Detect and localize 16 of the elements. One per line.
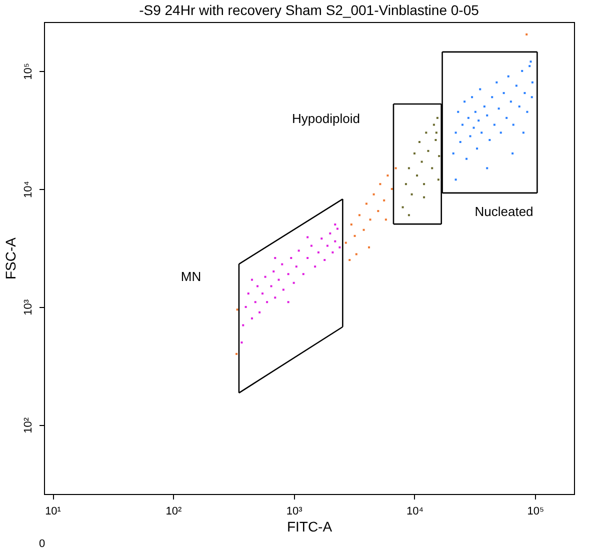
x-tick-label: 10³ (286, 506, 303, 518)
annotation: Nucleated (474, 204, 534, 219)
y-tick-label: 10⁴ (22, 180, 34, 198)
y-axis-title: FSC-A (2, 236, 18, 280)
chart-title: -S9 24Hr with recovery Sham S2_001-Vinblastine 0-05 (139, 2, 480, 18)
annotation: Hypodiploid (292, 111, 360, 126)
x-tick-label: 10⁵ (527, 506, 544, 518)
text: 0 (38, 538, 46, 550)
y-tick-label: 10⁵ (22, 63, 34, 80)
y-tick-label: 10³ (22, 299, 34, 316)
x-tick-label: 10¹ (45, 506, 62, 518)
y-tick-label: 10² (22, 417, 34, 434)
x-tick-label: 10⁴ (406, 506, 424, 518)
x-axis-title: FITC-A (286, 518, 333, 534)
x-tick-label: 10² (166, 506, 182, 518)
annotation: MN (180, 269, 202, 284)
